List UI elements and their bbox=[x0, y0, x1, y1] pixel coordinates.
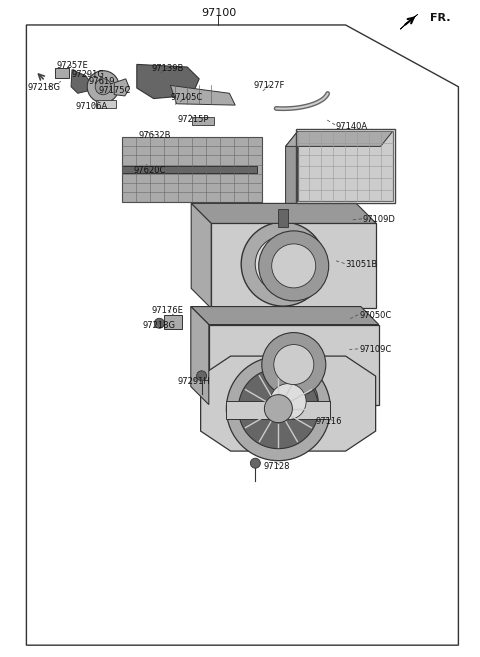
Bar bbox=[209, 325, 379, 405]
Polygon shape bbox=[286, 131, 298, 216]
Bar bbox=[122, 137, 263, 202]
Text: 97127F: 97127F bbox=[253, 81, 285, 90]
Polygon shape bbox=[137, 64, 199, 99]
Text: 97175C: 97175C bbox=[99, 86, 131, 95]
Text: 97109D: 97109D bbox=[363, 215, 396, 224]
Circle shape bbox=[270, 384, 306, 420]
Text: 97105C: 97105C bbox=[170, 93, 203, 102]
Circle shape bbox=[241, 222, 325, 306]
Bar bbox=[122, 166, 257, 173]
Text: 97291G: 97291G bbox=[71, 70, 104, 79]
Bar bbox=[211, 223, 376, 308]
Text: 31051B: 31051B bbox=[346, 260, 378, 269]
Bar bbox=[96, 100, 116, 108]
Circle shape bbox=[87, 71, 119, 102]
Text: 97128: 97128 bbox=[263, 462, 289, 471]
Bar bbox=[227, 401, 330, 419]
Polygon shape bbox=[191, 204, 211, 308]
Text: 97100: 97100 bbox=[201, 8, 236, 18]
Text: 97116: 97116 bbox=[316, 417, 342, 426]
Polygon shape bbox=[400, 14, 418, 30]
Text: FR.: FR. bbox=[430, 13, 450, 24]
Text: 97632B: 97632B bbox=[138, 131, 171, 141]
Bar bbox=[296, 129, 395, 204]
Bar bbox=[164, 315, 182, 328]
Text: 97176E: 97176E bbox=[152, 306, 183, 315]
Circle shape bbox=[155, 318, 164, 328]
Text: 97140A: 97140A bbox=[336, 122, 368, 131]
Polygon shape bbox=[191, 307, 379, 325]
Polygon shape bbox=[170, 85, 235, 105]
Text: 97619: 97619 bbox=[89, 77, 115, 86]
Text: 97215P: 97215P bbox=[178, 115, 209, 124]
Circle shape bbox=[258, 372, 318, 432]
Bar bbox=[298, 131, 393, 202]
Circle shape bbox=[251, 458, 260, 468]
Text: 97050C: 97050C bbox=[359, 311, 391, 320]
Text: 97139B: 97139B bbox=[152, 64, 184, 73]
Polygon shape bbox=[286, 131, 393, 147]
Circle shape bbox=[259, 231, 329, 301]
Polygon shape bbox=[114, 79, 130, 96]
Polygon shape bbox=[191, 307, 209, 405]
Circle shape bbox=[272, 244, 316, 288]
Text: 97106A: 97106A bbox=[76, 102, 108, 111]
Text: 97109C: 97109C bbox=[359, 345, 391, 354]
Text: 97218G: 97218G bbox=[142, 321, 175, 330]
Circle shape bbox=[264, 395, 292, 422]
Polygon shape bbox=[191, 204, 376, 223]
Text: 97257E: 97257E bbox=[57, 61, 88, 70]
Bar bbox=[55, 68, 69, 78]
Bar bbox=[278, 209, 288, 227]
Polygon shape bbox=[201, 356, 376, 451]
Text: 97291H: 97291H bbox=[178, 376, 210, 386]
Circle shape bbox=[239, 369, 318, 449]
Circle shape bbox=[227, 357, 330, 461]
Text: 97218G: 97218G bbox=[28, 83, 61, 92]
Circle shape bbox=[197, 371, 206, 381]
Bar bbox=[192, 117, 214, 125]
Circle shape bbox=[255, 236, 311, 292]
Text: 97620C: 97620C bbox=[133, 166, 166, 175]
Polygon shape bbox=[71, 70, 91, 93]
Circle shape bbox=[262, 332, 326, 397]
Circle shape bbox=[274, 344, 314, 384]
Circle shape bbox=[95, 79, 111, 95]
